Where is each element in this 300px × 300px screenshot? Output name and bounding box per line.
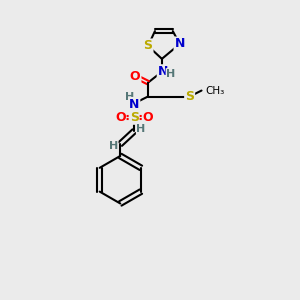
- Text: O: O: [143, 111, 153, 124]
- Text: O: O: [115, 111, 126, 124]
- Text: O: O: [130, 70, 140, 83]
- Text: S: S: [185, 90, 194, 103]
- Text: N: N: [129, 98, 139, 111]
- Text: H: H: [136, 124, 146, 134]
- Text: H: H: [166, 69, 176, 79]
- Text: H: H: [124, 92, 134, 103]
- Text: H: H: [109, 141, 118, 151]
- Text: N: N: [158, 65, 168, 78]
- Text: CH₃: CH₃: [206, 85, 225, 96]
- Text: S: S: [143, 40, 152, 52]
- Text: S: S: [130, 111, 139, 124]
- Text: N: N: [175, 38, 185, 50]
